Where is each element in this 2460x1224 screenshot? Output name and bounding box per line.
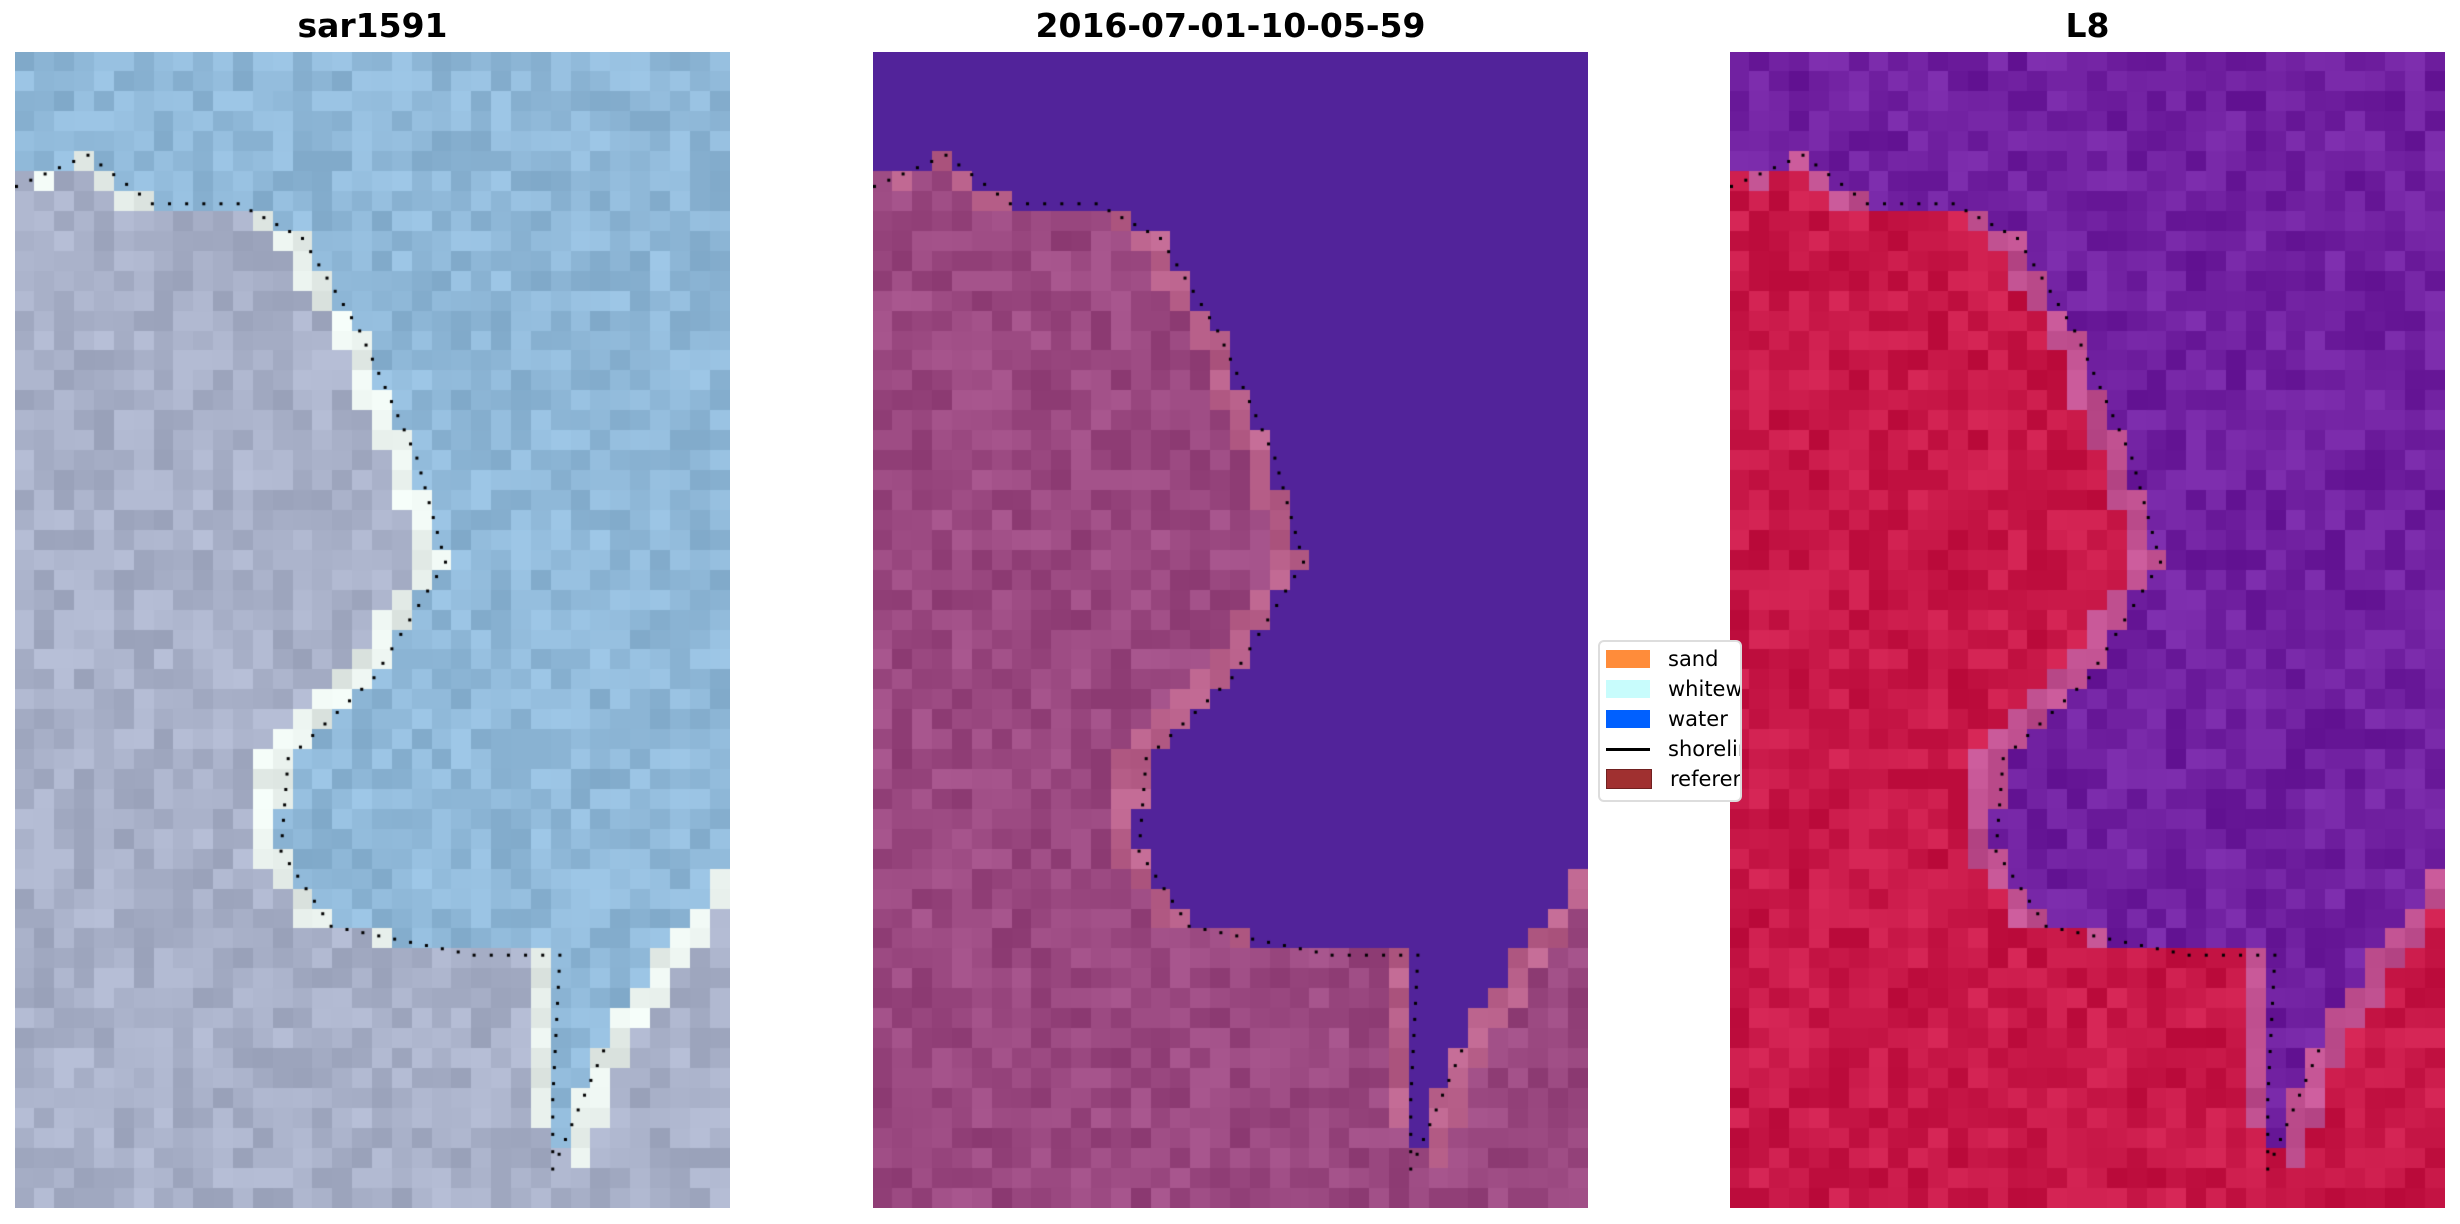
sand-swatch	[1606, 650, 1650, 668]
l8-image	[1730, 52, 2445, 1208]
legend-label: whitewater	[1668, 677, 1742, 701]
legend-item-shoreline: shoreline	[1606, 737, 1740, 761]
panel-title-l8: L8	[2065, 6, 2110, 45]
whitewater-swatch	[1606, 680, 1650, 698]
legend-label: shoreline	[1668, 737, 1740, 761]
sar-image	[15, 52, 730, 1208]
shoreline-line-swatch	[1606, 747, 1650, 751]
legend-item-reference: reference	[1606, 767, 1740, 791]
panel-title-date: 2016-07-01-10-05-59	[1035, 6, 1426, 45]
legend-item-sand: sand	[1606, 647, 1719, 671]
legend-label: reference	[1670, 767, 1740, 791]
legend-item-whitewater: whitewater	[1606, 677, 1742, 701]
legend-label: sand	[1668, 647, 1719, 671]
panel-title-sar: sar1591	[297, 6, 448, 45]
water-swatch	[1606, 710, 1650, 728]
legend-item-water: water	[1606, 707, 1728, 731]
legend: sand whitewater water shoreline referenc…	[1598, 640, 1742, 802]
legend-label: water	[1668, 707, 1728, 731]
classified-image	[873, 52, 1588, 1208]
reference-swatch	[1606, 769, 1652, 789]
